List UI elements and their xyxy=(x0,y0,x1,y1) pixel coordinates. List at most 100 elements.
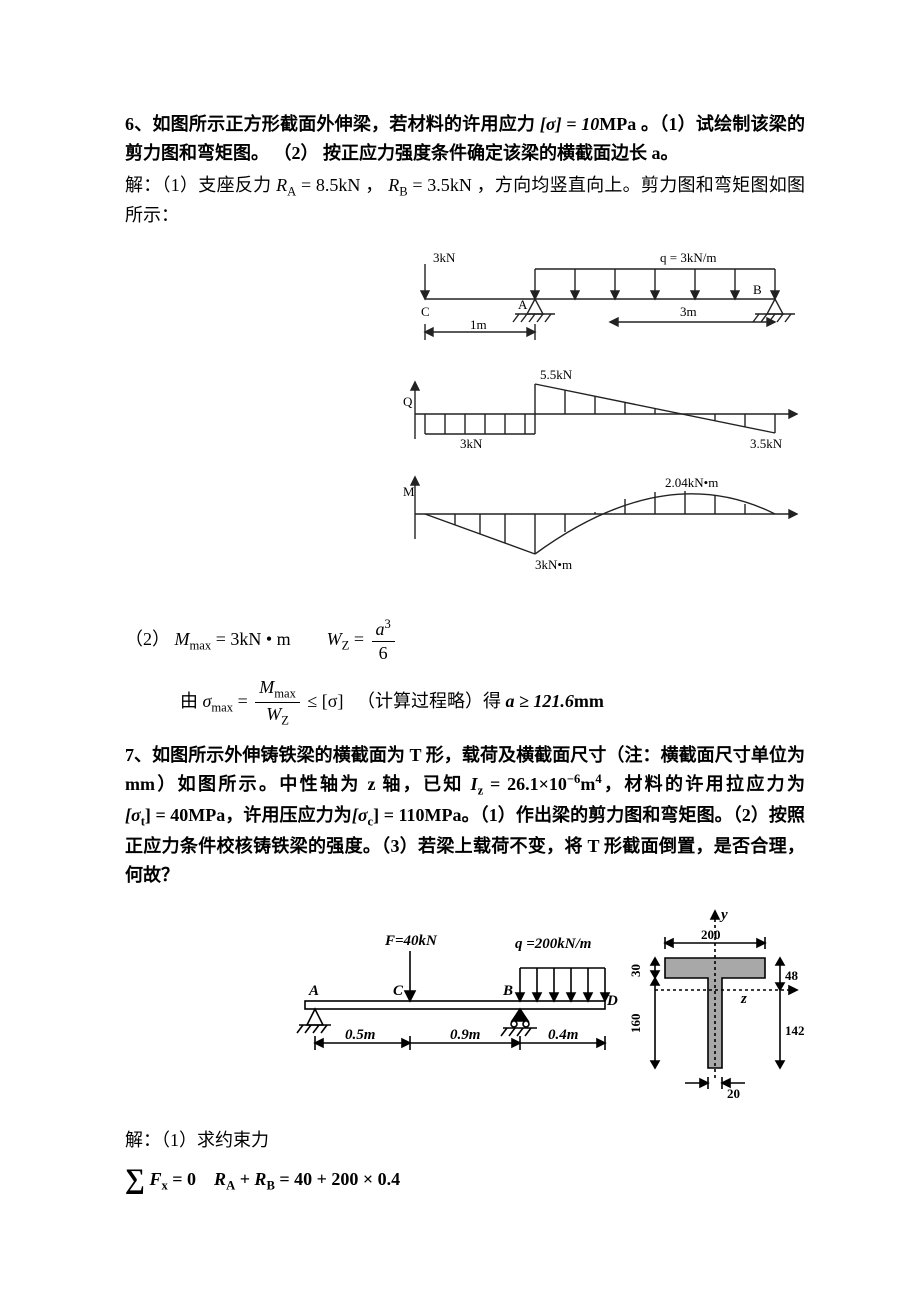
p6-Mmax-val: = 3 xyxy=(211,629,239,649)
p6-by: 由 xyxy=(180,691,198,711)
p6-RA-sub: A xyxy=(287,184,296,198)
p7-sigmat-open: [σ xyxy=(125,805,141,825)
p7-d200: 200 xyxy=(701,927,721,942)
p6-leqsigma: ≤ [σ] xyxy=(307,691,343,711)
p7-A: A xyxy=(308,983,319,999)
p6-sigma-max: σmax = Mmax WZ ≤ [σ] xyxy=(203,691,349,711)
p7-eq-RB-sub: B xyxy=(266,1178,274,1192)
p6-Wz-sup: 3 xyxy=(385,617,391,631)
p6-part2-prefix: （2） xyxy=(125,629,170,649)
p6-sol1-a: 解：（1）支座反力 xyxy=(125,175,271,195)
p7-text1b: ，材料的许用拉应力为 xyxy=(602,774,805,794)
sfd-vleft: 3kN xyxy=(460,436,483,451)
p6-Wz: WZ = a3 6 xyxy=(327,629,398,649)
p7-F: F=40kN xyxy=(384,933,438,949)
p7-sigmac-unit: MPa xyxy=(425,805,462,825)
p7-sigmac-val: ] = 110 xyxy=(373,805,424,825)
p7-sigmat: [σt] = 40MPa xyxy=(125,805,225,825)
p7-C: C xyxy=(393,983,404,999)
p6-svg: 3kN q = 3kN/m xyxy=(385,244,805,594)
beam-len2: 3m xyxy=(680,304,697,319)
sigma-icon: ∑ xyxy=(125,1164,145,1195)
p7-Fx-0: = 0 xyxy=(168,1169,196,1189)
p7-d48: 48 xyxy=(785,968,799,983)
p7-Iz: Iz = 26.1×10−6m4 xyxy=(471,774,602,794)
p6-result-unit: mm xyxy=(574,691,604,711)
p6-text-a: 6、如图所示正方形截面外伸梁，若材料的许用应力 xyxy=(125,114,535,134)
bmd-label: M xyxy=(403,484,415,499)
p7-q: q =200kN/m xyxy=(515,936,591,952)
p6-sigma: [σ] = 10MPa xyxy=(540,114,641,134)
p6-Wz-num: a xyxy=(376,619,385,639)
beam-load-dist: q = 3kN/m xyxy=(660,250,716,265)
sfd-vtop: 5.5kN xyxy=(540,367,573,382)
beam-node-B: B xyxy=(753,282,762,297)
p6-RB-unit: kN xyxy=(450,175,472,195)
p7-d30: 30 xyxy=(628,964,643,977)
p7-L1: 0.5m xyxy=(345,1027,375,1043)
p7-Iz-val: = 26.1×10 xyxy=(483,774,567,794)
p6-RB-sub: B xyxy=(399,184,407,198)
p7-y: y xyxy=(719,907,728,923)
p7-d160: 160 xyxy=(628,1014,643,1034)
p6-RA: RA = 8.5kN xyxy=(276,175,365,195)
p7-xsection: y z 200 30 160 xyxy=(628,907,805,1101)
p6-part2-row2: 由 σmax = Mmax WZ ≤ [σ] （计算过程略）得 a ≥ 121.… xyxy=(125,677,805,729)
bmd-mtop: 2.04kN•m xyxy=(665,475,718,490)
p6-diagrams: 3kN q = 3kN/m xyxy=(125,244,805,603)
sfd-diagram: Q 5.5kN xyxy=(403,367,797,451)
p7-L2: 0.9m xyxy=(450,1027,480,1043)
p7-Iz-label: I xyxy=(471,774,478,794)
p6-sol1: 解：（1）支座反力 RA = 8.5kN ， RB = 3.5kN ，方向均竖直… xyxy=(125,171,805,231)
p6-sigma-unit: MPa xyxy=(599,114,636,134)
p7-text2a: ，许用压应力为 xyxy=(225,805,352,825)
p6-Mmax-sub: max xyxy=(190,639,212,653)
p6-RA-unit: kN xyxy=(338,175,360,195)
p7-statement: 7、如图所示外伸铸铁梁的横截面为 T 形，载荷及横截面尺寸（注：横截面尺寸单位为… xyxy=(125,741,805,890)
bmd-mbot: 3kN•m xyxy=(535,557,572,572)
p6-calc-skip: （计算过程略）得 xyxy=(357,691,501,711)
p6-Mmax-unit: kN • m xyxy=(239,629,290,649)
p7-svg: F=40kN q =200kN/m xyxy=(285,903,805,1103)
bmd-diagram: M xyxy=(403,475,797,572)
p6-part2-row1: （2） Mmax = 3kN • m WZ = a3 6 xyxy=(125,617,805,665)
p6-RB-val: = 3.5 xyxy=(408,175,450,195)
p7-sigmat-unit: MPa xyxy=(188,805,225,825)
p7-d142: 142 xyxy=(785,1023,805,1038)
p6-sol1-b: ， xyxy=(365,175,383,195)
beam-diagram: 3kN q = 3kN/m xyxy=(421,250,795,340)
p6-sigmamax-sub: max xyxy=(211,700,233,714)
sfd-vright: 3.5kN xyxy=(750,436,783,451)
p7-sigmac-open: [σ xyxy=(352,805,368,825)
p7-Iz-sup: −6 xyxy=(567,772,580,786)
p7-diagram: F=40kN q =200kN/m xyxy=(125,903,805,1112)
p6-result: a ≥ 121.6mm xyxy=(506,691,604,711)
p7-sigmat-val: ] = 40 xyxy=(145,805,188,825)
p7-D: D xyxy=(606,993,618,1009)
p7-L3: 0.4m xyxy=(548,1027,578,1043)
p7-B: B xyxy=(502,983,513,999)
p6-sigma-eq: [σ] = 10 xyxy=(540,114,599,134)
p7-eq1: ∑ Fx = 0 RA + RB = 40 + 200 × 0.4 xyxy=(125,1158,805,1203)
p6-Wz-den: 6 xyxy=(372,642,395,665)
p7-d20: 20 xyxy=(727,1086,740,1101)
p7-Fx: Fx = 0 xyxy=(149,1169,196,1189)
beam-len1: 1m xyxy=(470,317,487,332)
p7-eq-plus: + R xyxy=(235,1169,266,1189)
p7-sol-start: 解：（1）求约束力 xyxy=(125,1126,805,1155)
p7-Fx-label: F xyxy=(149,1169,161,1189)
p6-Wz-sub: Z xyxy=(342,639,350,653)
p7-Iz-unit: m xyxy=(580,774,595,794)
p6-RA-val: = 8.5 xyxy=(296,175,338,195)
page-container: 6、如图所示正方形截面外伸梁，若材料的许用应力 [σ] = 10MPa 。（1）… xyxy=(0,0,920,1302)
p6-RA-label: R xyxy=(276,175,287,195)
p7-eq-val: = 40 + 200 × 0.4 xyxy=(275,1169,400,1189)
p6-RB-label: R xyxy=(388,175,399,195)
p6-statement: 6、如图所示正方形截面外伸梁，若材料的许用应力 [σ] = 10MPa 。（1）… xyxy=(125,110,805,168)
p7-RA-RB: RA + RB = 40 + 200 × 0.4 xyxy=(214,1169,400,1189)
sfd-label: Q xyxy=(403,394,413,409)
beam-node-A: A xyxy=(518,297,528,312)
p7-eq-RA: R xyxy=(214,1169,226,1189)
p6-Mmax-label: M xyxy=(175,629,190,649)
p6-result-a: a ≥ 121.6 xyxy=(506,691,574,711)
